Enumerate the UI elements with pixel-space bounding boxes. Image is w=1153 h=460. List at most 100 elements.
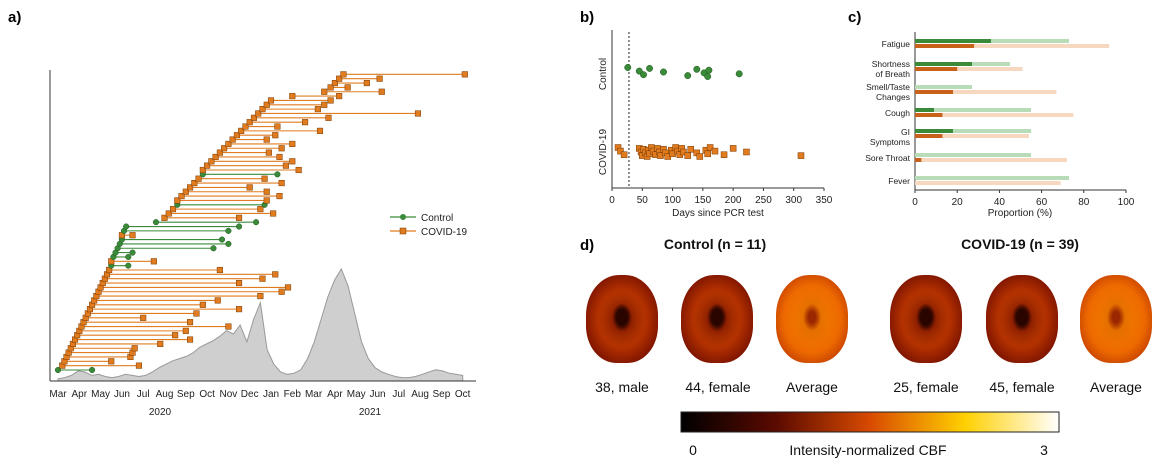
covid-marker (216, 266, 223, 274)
covid-marker (135, 362, 142, 369)
month-tick-label: Oct (199, 389, 215, 400)
panel-a-timeline: Mar Apr May Jun Jul Aug Sep Oct Nov Dec Jan Feb Mar A… (49, 70, 476, 418)
covid-marker (336, 93, 343, 100)
covid-point (696, 153, 704, 160)
symptom-bar (915, 44, 1110, 48)
symptom-bar (915, 113, 1074, 117)
covid-marker (169, 206, 177, 213)
month-tick-label: Jun (114, 389, 130, 400)
control-marker (152, 219, 160, 226)
caption-control-average: Average (786, 379, 838, 395)
covid-marker (199, 166, 206, 174)
panel-label-d: d) (580, 237, 594, 254)
covid-marker (276, 193, 283, 200)
panel-label-c: c) (848, 9, 861, 26)
covid-marker (272, 132, 279, 139)
control-point (624, 64, 632, 71)
case-count-area (57, 267, 464, 382)
brain-map-covid-25-female (890, 275, 962, 363)
covid-marker (263, 101, 270, 108)
x-tick-label: 60 (1036, 197, 1048, 208)
brain-map-control-44-female (681, 275, 753, 363)
covid-marker (193, 310, 200, 317)
covid-marker (327, 84, 334, 91)
panel-b-scatter: Control COVID-19 0 50 100 150 200 250 300 350 D… (598, 30, 833, 219)
control-point (693, 65, 701, 73)
covid-marker (150, 258, 157, 265)
symptom-bar (915, 90, 953, 94)
covid-marker (140, 314, 147, 321)
symptom-bar (915, 108, 934, 112)
x-tick-label: 200 (725, 195, 742, 206)
covid-marker (242, 123, 249, 130)
month-tick-label: May (347, 389, 366, 400)
covid-marker (229, 136, 236, 143)
x-tick-label: 40 (994, 197, 1006, 208)
panel-b-xlabel: Days since PCR test (672, 208, 764, 219)
covid-marker (263, 136, 270, 143)
symptom-bar (915, 62, 972, 66)
covid-marker (263, 188, 270, 195)
covid-point (706, 144, 714, 151)
covid-marker (236, 279, 243, 287)
timeline-segments (54, 71, 468, 374)
control-point (735, 70, 743, 78)
covid-marker (225, 323, 232, 330)
panel-label-b: b) (580, 9, 594, 26)
x-tick-label: 350 (816, 195, 833, 206)
caption-covid-1: 25, female (893, 379, 959, 395)
covid-marker (187, 319, 194, 326)
x-tick-label: 0 (609, 195, 615, 206)
x-tick-label: 250 (755, 195, 772, 206)
covid-marker (221, 145, 228, 152)
covid-marker (225, 140, 232, 147)
symptom-label-fatigue: Fatigue (882, 39, 911, 49)
symptom-bar (915, 90, 1057, 94)
control-point (660, 68, 667, 76)
covid-marker (178, 193, 185, 200)
symptom-bar (915, 176, 1070, 180)
x-tick-label: 100 (664, 195, 681, 206)
symptom-bar (915, 134, 1029, 138)
covid-marker (265, 149, 272, 156)
covid-point (620, 151, 628, 158)
symptom-bar (915, 134, 943, 138)
covid-marker (212, 153, 219, 161)
group-title-covid: COVID-19 (n = 39) (961, 236, 1079, 252)
x-tick-label: 0 (912, 197, 918, 208)
month-tick-label: Oct (455, 389, 471, 400)
month-tick-label: Nov (220, 389, 238, 400)
control-marker (210, 245, 217, 252)
covid-marker (321, 88, 328, 95)
legend-marker-covid (399, 227, 407, 235)
covid-marker (199, 301, 206, 308)
covid-marker (325, 114, 332, 121)
covid-marker (216, 149, 223, 156)
control-point (705, 66, 713, 74)
covid-marker (340, 71, 347, 78)
control-marker (236, 223, 243, 230)
covid-marker (157, 340, 164, 347)
control-marker (218, 236, 226, 243)
symptom-bar (915, 67, 1023, 71)
colorbar-max-label: 3 (1040, 442, 1048, 458)
control-marker (129, 249, 136, 256)
covid-marker (204, 162, 211, 169)
covid-point (704, 150, 711, 158)
covid-point (687, 146, 694, 153)
caption-covid-average: Average (1090, 379, 1142, 395)
panel-d-brain-maps: Control (n = 11) COVID-19 (n = 39) 38, m… (595, 236, 1142, 458)
covid-marker (272, 271, 279, 278)
covid-marker (414, 110, 422, 117)
control-marker (225, 227, 232, 234)
month-tick-label: Apr (72, 389, 88, 400)
covid-marker (182, 188, 189, 195)
covid-marker (191, 179, 198, 187)
covid-marker (214, 297, 221, 304)
covid-marker (278, 145, 285, 152)
legend-marker-control (400, 214, 406, 220)
covid-marker (278, 179, 285, 187)
month-tick-label: Jan (263, 389, 279, 400)
covid-marker (259, 275, 266, 282)
